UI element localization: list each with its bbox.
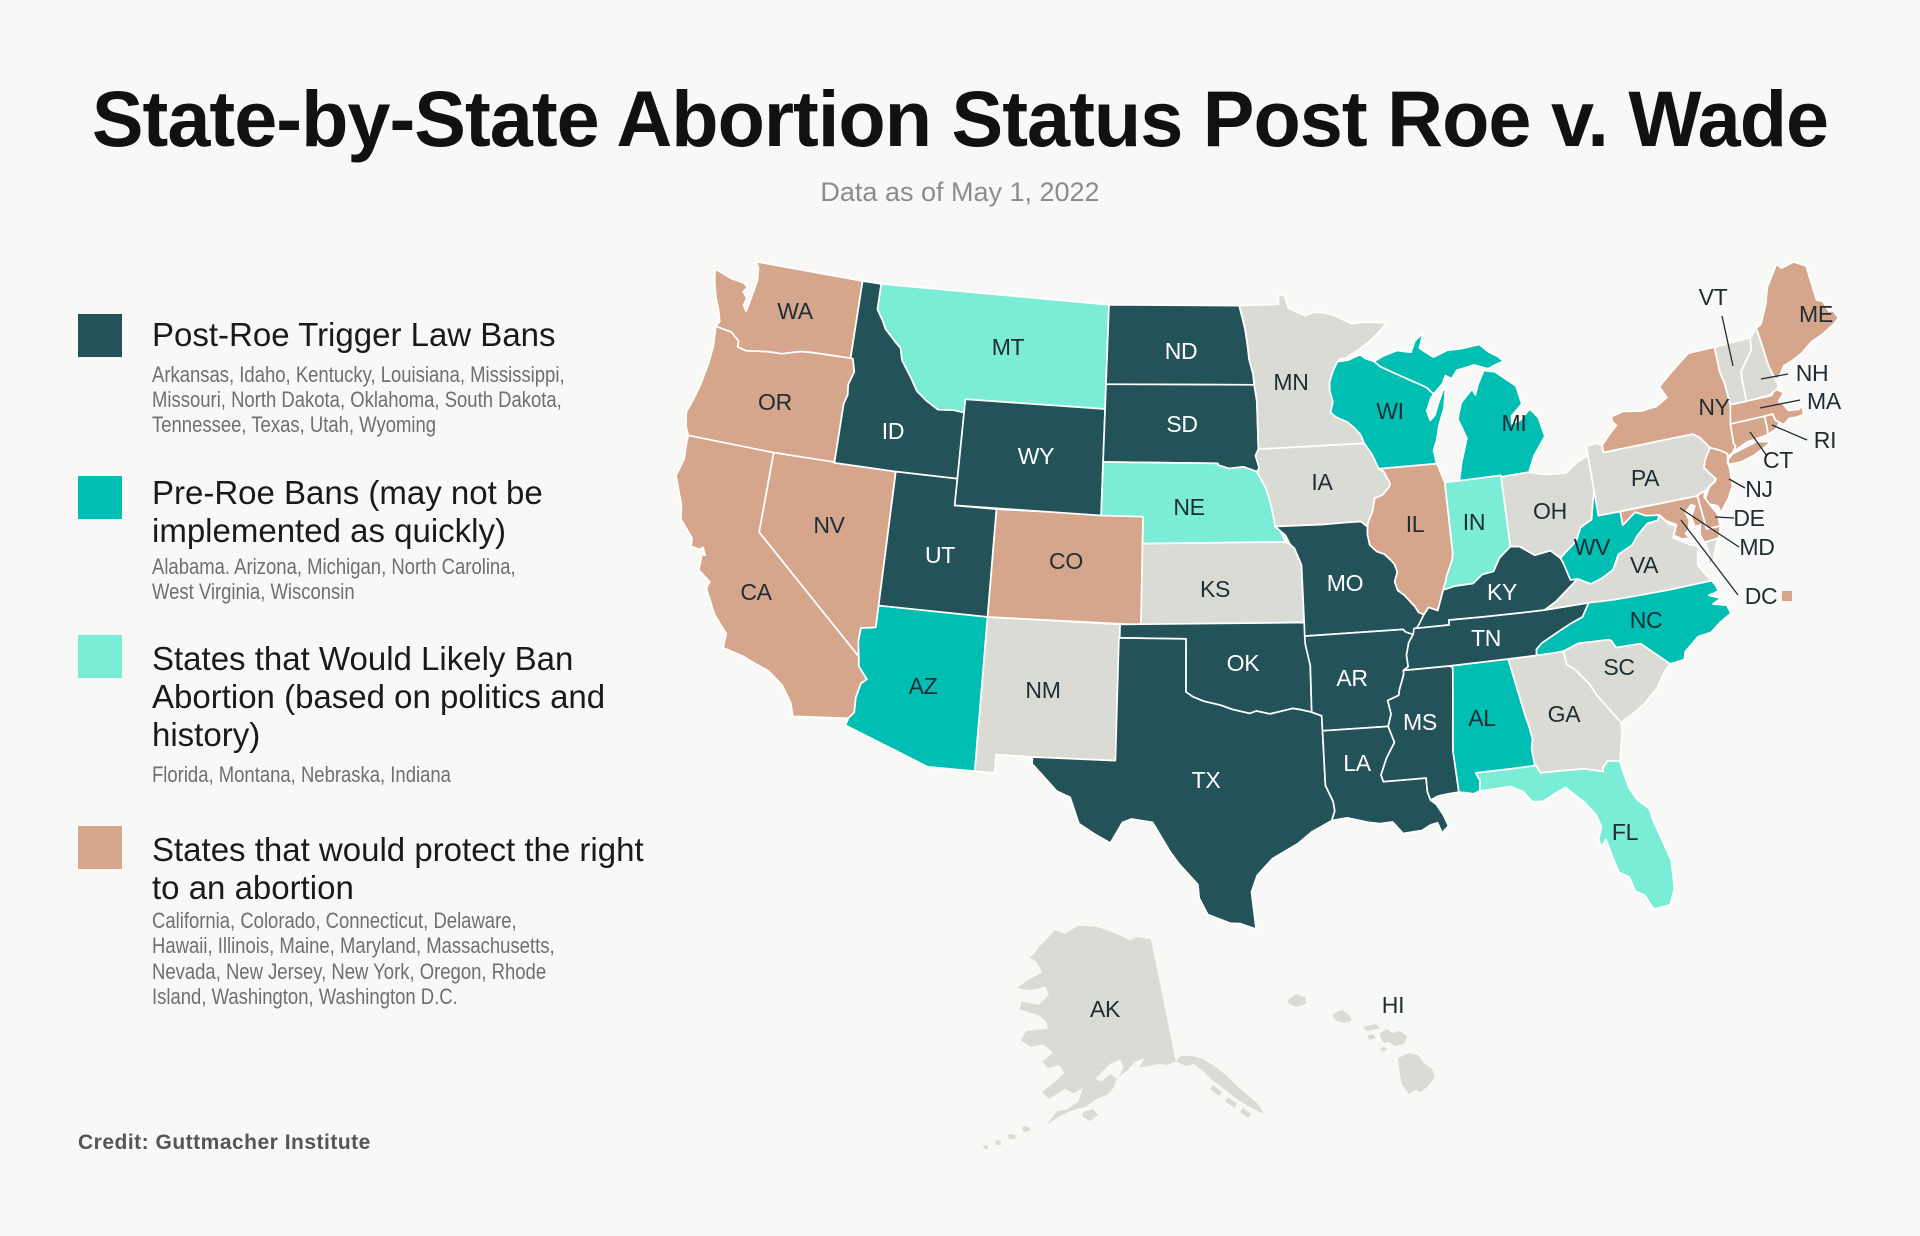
svg-text:NV: NV	[813, 512, 845, 538]
svg-text:MD: MD	[1739, 534, 1774, 560]
svg-text:WV: WV	[1574, 534, 1611, 560]
svg-text:HI: HI	[1382, 992, 1404, 1018]
svg-text:AR: AR	[1336, 665, 1367, 691]
svg-text:IA: IA	[1311, 469, 1333, 495]
svg-text:IN: IN	[1463, 509, 1485, 535]
svg-text:UT: UT	[925, 542, 955, 568]
svg-text:NH: NH	[1796, 360, 1829, 386]
svg-text:WY: WY	[1018, 443, 1054, 469]
svg-text:CT: CT	[1763, 447, 1793, 473]
svg-text:SC: SC	[1603, 654, 1634, 680]
svg-text:WI: WI	[1376, 398, 1404, 424]
svg-text:NJ: NJ	[1745, 476, 1773, 502]
svg-text:VT: VT	[1699, 284, 1728, 310]
svg-text:TX: TX	[1192, 767, 1221, 793]
svg-text:VA: VA	[1630, 552, 1659, 578]
svg-text:TN: TN	[1471, 625, 1501, 651]
svg-text:NM: NM	[1025, 677, 1060, 703]
svg-text:AL: AL	[1468, 705, 1496, 731]
svg-text:NE: NE	[1173, 494, 1204, 520]
svg-text:DC: DC	[1745, 583, 1778, 609]
svg-text:MO: MO	[1327, 570, 1363, 596]
svg-text:ND: ND	[1165, 338, 1198, 364]
svg-text:SD: SD	[1166, 411, 1197, 437]
svg-text:ID: ID	[882, 418, 904, 444]
svg-text:NY: NY	[1698, 394, 1729, 420]
svg-text:GA: GA	[1548, 701, 1582, 727]
svg-text:LA: LA	[1343, 750, 1371, 776]
svg-text:OK: OK	[1227, 650, 1261, 676]
svg-text:DE: DE	[1733, 505, 1764, 531]
svg-text:RI: RI	[1814, 427, 1836, 453]
svg-text:OH: OH	[1533, 498, 1567, 524]
svg-text:NC: NC	[1630, 607, 1663, 633]
svg-text:AZ: AZ	[909, 673, 938, 699]
svg-text:CO: CO	[1049, 548, 1083, 574]
svg-text:OR: OR	[758, 389, 792, 415]
svg-text:PA: PA	[1631, 465, 1660, 491]
svg-text:IL: IL	[1406, 511, 1425, 537]
svg-text:AK: AK	[1090, 996, 1121, 1022]
svg-text:KY: KY	[1487, 579, 1517, 605]
svg-text:MN: MN	[1273, 369, 1308, 395]
svg-text:MT: MT	[992, 334, 1025, 360]
svg-text:ME: ME	[1799, 301, 1833, 327]
svg-text:MS: MS	[1403, 709, 1437, 735]
svg-text:MA: MA	[1807, 388, 1842, 414]
svg-text:WA: WA	[777, 298, 814, 324]
svg-text:FL: FL	[1612, 819, 1639, 845]
svg-text:KS: KS	[1200, 576, 1230, 602]
svg-text:MI: MI	[1502, 410, 1527, 436]
svg-text:CA: CA	[740, 579, 772, 605]
